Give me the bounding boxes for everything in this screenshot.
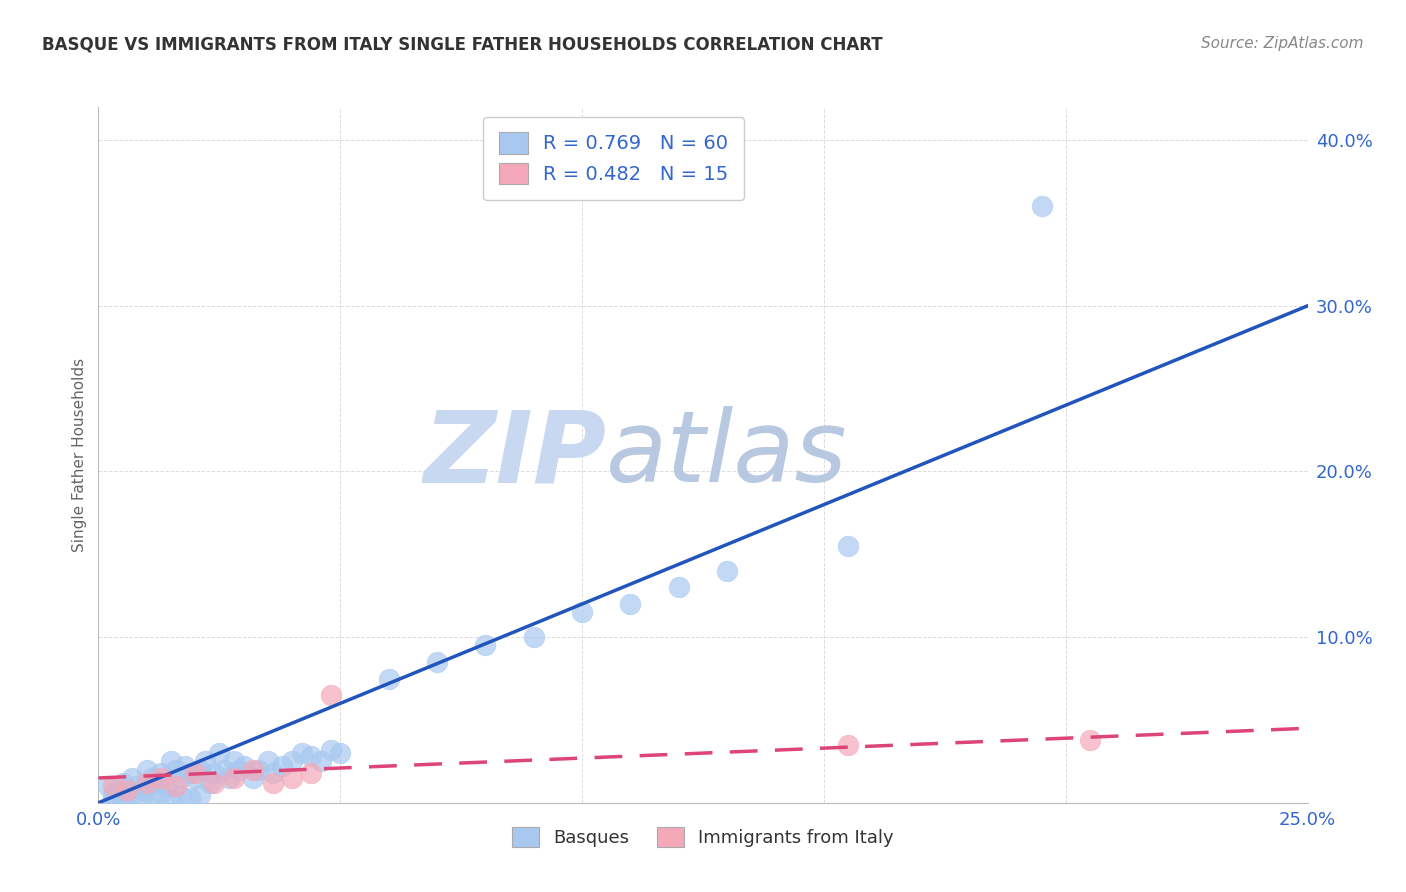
Point [107,782,129,797]
Point [174,759,197,773]
Point [329,746,352,760]
Point [165,763,187,777]
Point [101,790,124,805]
Point [426,655,449,669]
Point [837,539,859,553]
Point [256,755,278,769]
Point [228,763,250,777]
Text: BASQUE VS IMMIGRANTS FROM ITALY SINGLE FATHER HOUSEHOLDS CORRELATION CHART: BASQUE VS IMMIGRANTS FROM ITALY SINGLE F… [42,36,883,54]
Point [299,749,322,764]
Point [242,771,264,785]
Point [242,763,264,777]
Point [141,789,163,804]
Point [271,759,294,773]
Point [97,779,120,793]
Point [247,763,270,777]
Point [232,759,254,773]
Point [377,672,399,686]
Point [121,771,143,785]
Point [222,755,245,769]
Legend: Basques, Immigrants from Italy: Basques, Immigrants from Italy [503,819,903,856]
Point [117,784,139,798]
Point [150,786,173,800]
Point [155,779,177,793]
Point [262,766,284,780]
Point [111,776,134,790]
Y-axis label: Single Father Households: Single Father Households [72,358,87,552]
Point [160,755,183,769]
Point [222,771,245,785]
Point [179,790,201,805]
Point [668,581,690,595]
Point [319,688,342,702]
Point [212,763,235,777]
Point [179,766,201,780]
Point [571,605,593,619]
Point [474,639,496,653]
Point [131,782,153,797]
Point [204,766,226,780]
Text: atlas: atlas [606,407,848,503]
Point [1031,199,1053,213]
Point [101,779,124,793]
Point [184,771,207,785]
Text: Source: ZipAtlas.com: Source: ZipAtlas.com [1201,36,1364,51]
Point [160,792,183,806]
Point [194,755,217,769]
Point [299,766,322,780]
Point [262,776,284,790]
Point [619,597,641,611]
Point [169,771,191,785]
Point [121,788,143,802]
Point [837,738,859,752]
Point [184,766,207,780]
Text: ZIP: ZIP [423,407,606,503]
Point [218,771,240,785]
Point [716,564,738,578]
Point [281,755,304,769]
Point [135,763,157,777]
Point [281,771,304,785]
Point [150,771,173,785]
Point [135,776,157,790]
Point [111,792,134,806]
Point [145,776,167,790]
Point [319,743,342,757]
Point [141,771,163,785]
Point [165,779,187,793]
Point [131,790,153,805]
Point [169,789,191,804]
Point [188,763,211,777]
Point [309,755,332,769]
Point [101,788,124,802]
Point [204,776,226,790]
Point [290,746,312,760]
Point [150,766,173,780]
Point [1078,732,1101,747]
Point [523,630,546,644]
Point [188,788,211,802]
Point [127,779,149,793]
Point [208,746,231,760]
Point [117,782,139,797]
Point [198,776,221,790]
